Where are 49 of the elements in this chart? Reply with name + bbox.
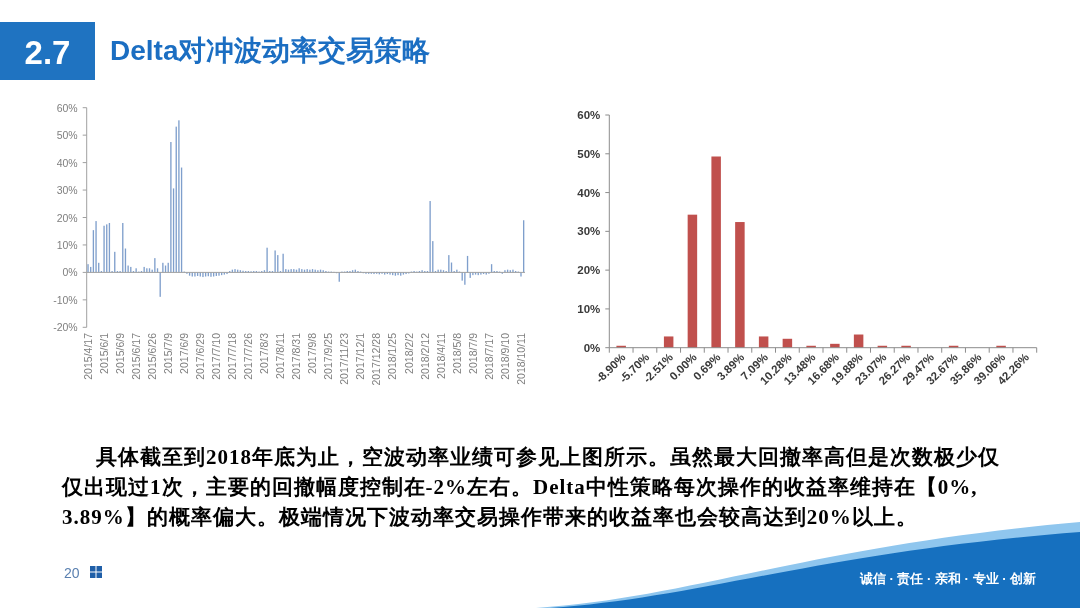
y-tick-label: 20% bbox=[577, 264, 601, 277]
x-tick-label: 2017/12/1 bbox=[354, 333, 367, 380]
x-tick-label: 2017/8/3 bbox=[258, 333, 271, 374]
x-tick-label: 2015/6/17 bbox=[129, 333, 142, 380]
x-tick-label: 2015/4/17 bbox=[81, 333, 94, 380]
y-tick-label: 10% bbox=[56, 238, 78, 251]
x-tick-label: 2017/9/8 bbox=[306, 333, 319, 374]
text: 20 bbox=[64, 565, 80, 581]
y-tick-label: -10% bbox=[53, 293, 78, 306]
x-tick-label: 2015/6/26 bbox=[145, 333, 158, 380]
x-tick-label: 2017/8/31 bbox=[290, 333, 303, 380]
x-tick-label: 2017/7/18 bbox=[226, 333, 239, 380]
y-tick-label: 30% bbox=[577, 225, 601, 238]
y-tick-label: 50% bbox=[577, 147, 601, 160]
x-tick-label: 2018/9/10 bbox=[498, 333, 511, 380]
y-tick-label: -20% bbox=[53, 321, 78, 334]
y-tick-label: 20% bbox=[56, 211, 78, 224]
y-tick-label: 60% bbox=[56, 101, 78, 114]
x-tick-label: 2018/7/17 bbox=[482, 333, 495, 380]
x-tick-label: 2017/11/23 bbox=[338, 333, 351, 385]
y-tick-label: 10% bbox=[577, 302, 601, 315]
x-tick-label: 2018/10/11 bbox=[514, 333, 527, 385]
x-tick-label: 2017/9/25 bbox=[322, 333, 335, 380]
x-tick-label: 2018/1/25 bbox=[386, 333, 399, 380]
text: 诚信 · 责任 · 亲和 · 专业 · 创新 bbox=[858, 571, 1037, 586]
x-tick-label: 2018/7/9 bbox=[466, 333, 479, 374]
y-tick-label: 30% bbox=[56, 184, 78, 197]
text: 具体截至到2018年底为止，空波动率业绩可参见上图所示。虽然最大回撤率高但是次数极少仅仅出现过1次，主要的回撤幅度控制在-2%左右。Delta中性策略每次操作的收益率维持在【0%, 3.89%】的概率偏大。极端情况下波动率交易操作带来的收益率也会较高达到20%以上。 bbox=[62, 444, 1001, 531]
x-tick-label: 2018/4/11 bbox=[434, 333, 447, 379]
text: 2.7 bbox=[24, 33, 71, 71]
x-tick-label: 2017/6/29 bbox=[194, 333, 207, 380]
text: Delta对冲波动率交易策略 bbox=[110, 35, 431, 66]
x-tick-label: 2015/6/9 bbox=[113, 333, 126, 374]
x-tick-label: 2017/8/11 bbox=[274, 333, 287, 379]
y-tick-label: 40% bbox=[577, 186, 601, 199]
x-tick-label: 2018/2/12 bbox=[418, 333, 431, 380]
y-tick-label: 40% bbox=[56, 156, 78, 169]
x-tick-label: 2017/7/26 bbox=[242, 333, 255, 380]
x-tick-label: 2018/2/2 bbox=[402, 333, 415, 374]
y-tick-label: 60% bbox=[577, 109, 601, 121]
y-tick-label: 0% bbox=[583, 341, 601, 354]
x-tick-label: 2018/5/8 bbox=[450, 333, 463, 374]
x-tick-label: 2015/7/9 bbox=[162, 333, 174, 374]
x-tick-label: 2017/7/10 bbox=[210, 333, 223, 380]
x-tick-label: 2017/12/28 bbox=[370, 333, 383, 386]
y-tick-label: 0% bbox=[62, 266, 78, 279]
x-tick-label: 2015/6/1 bbox=[97, 333, 110, 374]
x-tick-label: 2017/6/9 bbox=[178, 333, 191, 374]
y-tick-label: 50% bbox=[56, 129, 78, 142]
